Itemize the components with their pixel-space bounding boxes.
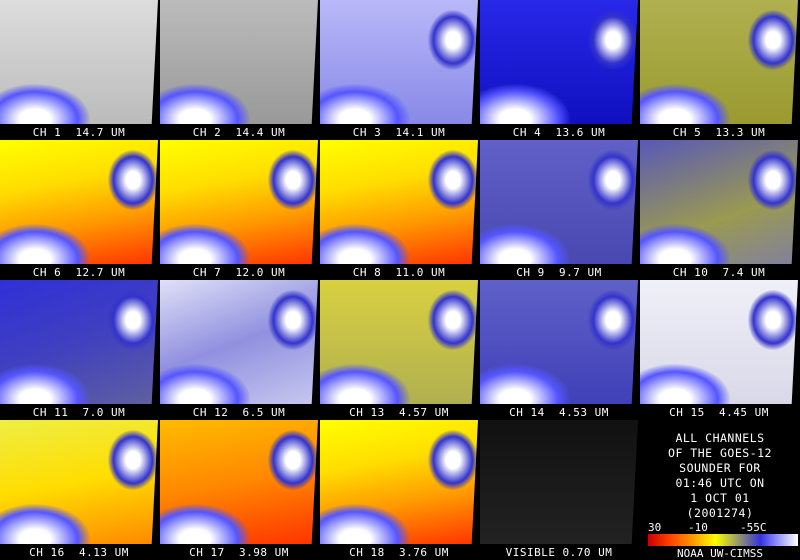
panel: CH 18 3.76 UM <box>320 420 478 560</box>
channel-label: CH 7 12.0 UM <box>192 266 286 279</box>
satellite-image <box>640 0 798 124</box>
cloud <box>268 430 318 490</box>
cloud <box>428 430 478 490</box>
channel-label: CH 2 14.4 UM <box>192 126 286 139</box>
panel: CH 15 4.45 UM <box>640 280 798 420</box>
cloud <box>588 10 638 70</box>
cloud <box>748 150 798 210</box>
channel-label: CH 6 12.7 UM <box>32 266 126 279</box>
scale-label: 30 <box>648 521 662 534</box>
channel-label: CH 1 14.7 UM <box>32 126 126 139</box>
panel: CH 16 4.13 UM <box>0 420 158 560</box>
satellite-image <box>320 0 478 124</box>
info-panel: ALL CHANNELS OF THE GOES-12 SOUNDER FOR 01:… <box>640 420 800 560</box>
info-line: 01:46 UTC ON <box>675 476 765 490</box>
satellite-image <box>320 140 478 264</box>
cloud <box>268 150 318 210</box>
panel: CH 7 12.0 UM <box>160 140 318 280</box>
panel: CH 1 14.7 UM <box>0 0 158 140</box>
satellite-image <box>320 280 478 404</box>
satellite-image <box>480 280 638 404</box>
satellite-image <box>0 420 158 544</box>
cloud <box>428 150 478 210</box>
panel: CH 11 7.0 UM <box>0 280 158 420</box>
panel: CH 4 13.6 UM <box>480 0 638 140</box>
cloud <box>108 150 158 210</box>
channel-label: CH 18 3.76 UM <box>349 546 449 559</box>
cloud <box>588 150 638 210</box>
panel: CH 13 4.57 UM <box>320 280 478 420</box>
info-line: (2001274) <box>686 506 754 520</box>
cloud <box>108 430 158 490</box>
panel: CH 5 13.3 UM <box>640 0 798 140</box>
panel: CH 10 7.4 UM <box>640 140 798 280</box>
channel-label: CH 5 13.3 UM <box>672 126 766 139</box>
channel-label: CH 4 13.6 UM <box>512 126 606 139</box>
panel: CH 9 9.7 UM <box>480 140 638 280</box>
channel-label: CH 13 4.57 UM <box>349 406 449 419</box>
channel-label: CH 11 7.0 UM <box>32 406 126 419</box>
panel: CH 3 14.1 UM <box>320 0 478 140</box>
satellite-image <box>480 0 638 124</box>
cloud <box>108 290 158 350</box>
panel: CH 17 3.98 UM <box>160 420 318 560</box>
channel-label: CH 8 11.0 UM <box>352 266 446 279</box>
info-line: ALL CHANNELS <box>675 431 765 445</box>
channel-label: CH 14 4.53 UM <box>509 406 609 419</box>
channel-label: CH 9 9.7 UM <box>516 266 602 279</box>
channel-label: CH 3 14.1 UM <box>352 126 446 139</box>
channel-label: CH 12 6.5 UM <box>192 406 286 419</box>
scale-label: -10 <box>688 521 708 534</box>
panel: CH 12 6.5 UM <box>160 280 318 420</box>
satellite-image <box>480 420 638 544</box>
panel: CH 2 14.4 UM <box>160 0 318 140</box>
cloud <box>748 290 798 350</box>
satellite-image <box>160 140 318 264</box>
panel: CH 14 4.53 UM <box>480 280 638 420</box>
info-line: 1 OCT 01 <box>690 491 750 505</box>
cloud <box>268 290 318 350</box>
color-scale <box>648 534 798 546</box>
info-line: SOUNDER FOR <box>679 461 761 475</box>
satellite-image <box>160 0 318 124</box>
credit: NOAA UW-CIMSS <box>676 547 764 560</box>
satellite-image <box>0 0 158 124</box>
satellite-image <box>480 140 638 264</box>
cloud <box>748 10 798 70</box>
scale-label: -55C <box>740 521 767 534</box>
channel-label: CH 10 7.4 UM <box>672 266 766 279</box>
info-line: OF THE GOES-12 <box>668 446 772 460</box>
satellite-image <box>640 280 798 404</box>
cloud <box>428 290 478 350</box>
panel: VISIBLE 0.70 UM <box>480 420 638 560</box>
channel-label: VISIBLE 0.70 UM <box>505 546 613 559</box>
panel: CH 6 12.7 UM <box>0 140 158 280</box>
satellite-image <box>640 140 798 264</box>
cloud <box>428 10 478 70</box>
channel-label: CH 17 3.98 UM <box>189 546 289 559</box>
satellite-image <box>320 420 478 544</box>
satellite-image <box>0 140 158 264</box>
panel: CH 8 11.0 UM <box>320 140 478 280</box>
satellite-image <box>160 280 318 404</box>
cloud <box>588 290 638 350</box>
satellite-image <box>160 420 318 544</box>
channel-label: CH 16 4.13 UM <box>29 546 129 559</box>
info-lines: ALL CHANNELS OF THE GOES-12 SOUNDER FOR 01:… <box>640 431 800 521</box>
satellite-image <box>0 280 158 404</box>
channel-label: CH 15 4.45 UM <box>669 406 769 419</box>
